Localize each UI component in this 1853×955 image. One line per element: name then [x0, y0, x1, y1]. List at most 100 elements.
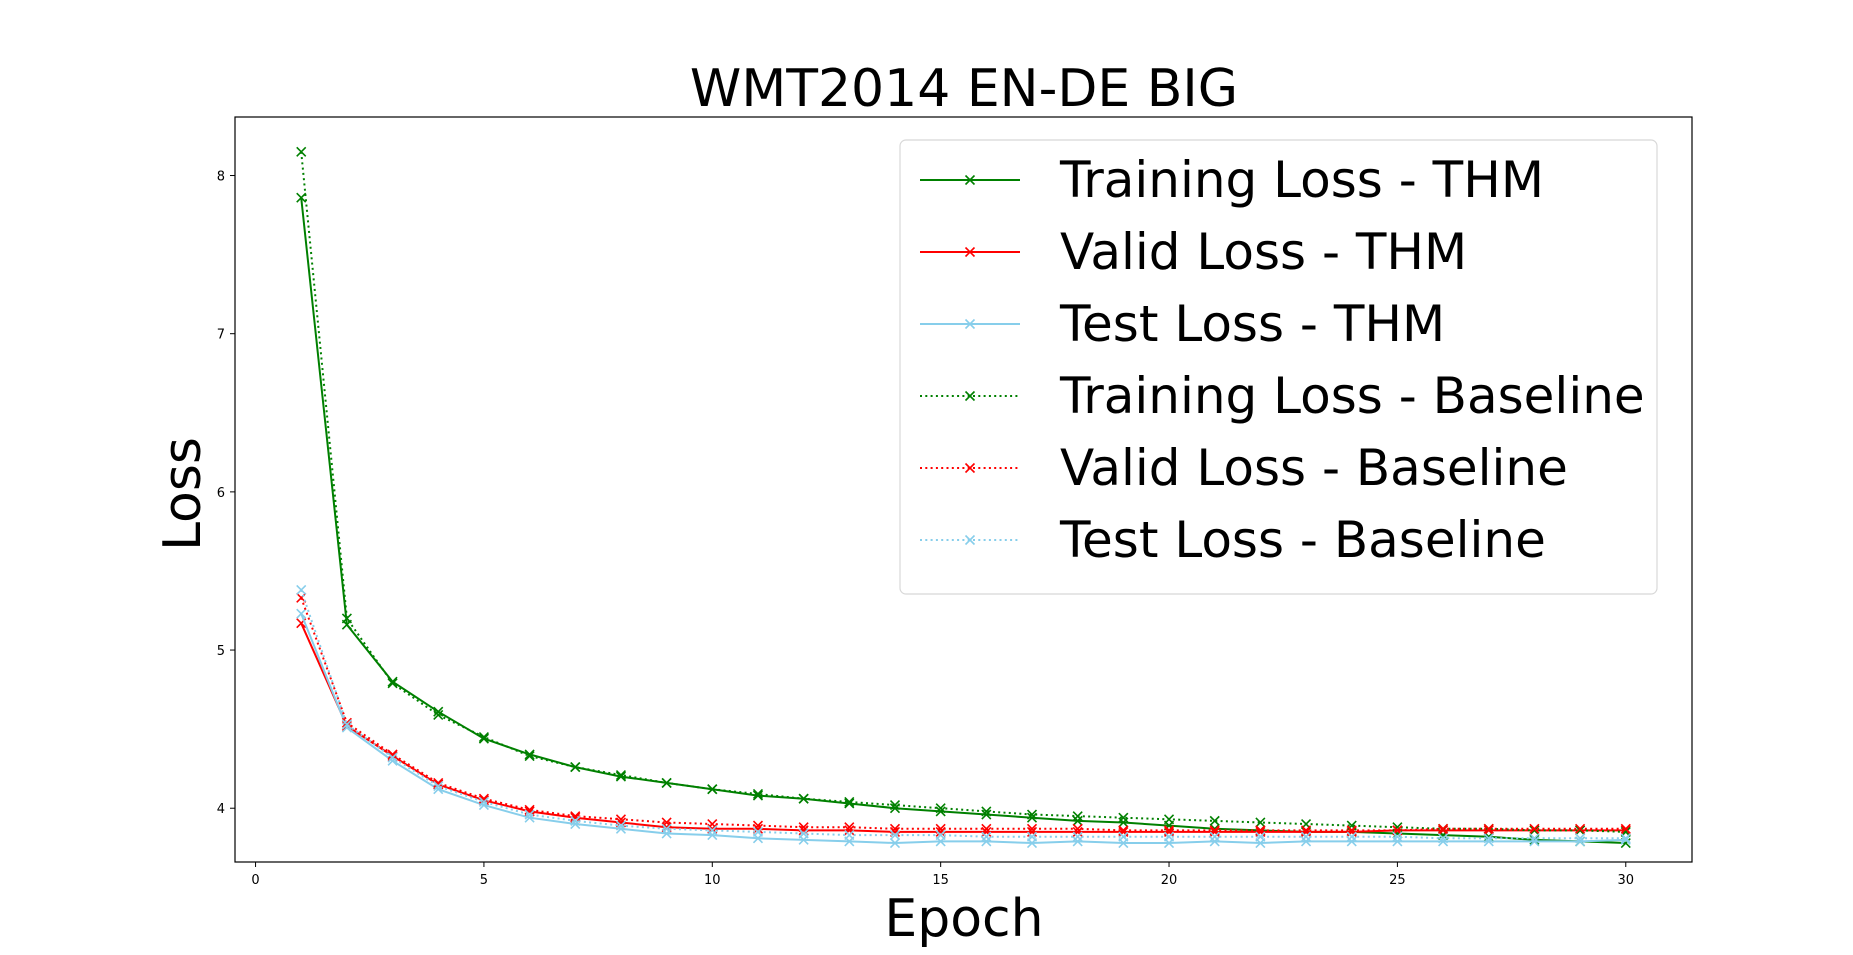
data-point: [524, 750, 535, 762]
data-point: [1026, 809, 1038, 820]
data-point: [889, 799, 901, 811]
legend-item: Test Loss - Baseline: [920, 511, 1546, 569]
data-point: [1255, 826, 1266, 838]
series-4: [296, 592, 1631, 836]
data-point: [935, 806, 946, 817]
data-point: [1026, 823, 1038, 834]
data-point: [1483, 833, 1494, 844]
data-point: [1255, 831, 1266, 842]
data-point: [341, 719, 352, 730]
data-point: [707, 825, 718, 836]
data-point: [798, 828, 809, 839]
legend-marker: [964, 534, 976, 546]
data-point: [296, 608, 307, 619]
data-point: [661, 828, 672, 839]
data-point: [1392, 831, 1403, 842]
data-point: [1483, 823, 1494, 834]
data-point: [1529, 834, 1540, 845]
axes: 0 5 10 15 20 25 30 4 5 6 7 8: [217, 116, 1693, 888]
data-point: [1163, 814, 1175, 825]
data-point: [1575, 836, 1586, 847]
data-point: [570, 815, 581, 826]
data-point: [341, 613, 352, 624]
legend-label: Test Loss - THM: [1059, 295, 1445, 353]
legend-label: Training Loss - THM: [1059, 151, 1544, 209]
x-axis-label: Epoch: [884, 889, 1043, 949]
data-point: [752, 790, 764, 801]
data-point: [844, 822, 855, 833]
legend-marker: [964, 390, 976, 402]
data-point: [1529, 833, 1540, 844]
data-point: [1438, 836, 1449, 847]
data-point: [1255, 817, 1266, 828]
data-point: [433, 781, 444, 792]
data-point: [1438, 823, 1449, 834]
series-line: [300, 151, 1626, 833]
data-point: [1483, 825, 1494, 836]
data-point: [1300, 831, 1312, 842]
data-point: [524, 749, 535, 760]
legend-label: Test Loss - Baseline: [1059, 511, 1546, 569]
data-point: [433, 777, 444, 788]
legend-item: Test Loss - THM: [920, 295, 1445, 353]
data-point: [1026, 831, 1038, 842]
data-point: [981, 826, 992, 838]
legend-marker: [964, 246, 976, 258]
series-2: [296, 608, 1631, 849]
y-tick-label: 6: [217, 486, 225, 501]
legend-item: Valid Loss - THM: [920, 223, 1467, 281]
y-tick-label: 7: [217, 328, 225, 343]
data-point: [1118, 826, 1129, 838]
data-point: [981, 806, 992, 817]
legend-box: [899, 139, 1658, 595]
data-point: [1620, 833, 1631, 844]
data-point: [1072, 831, 1083, 842]
data-point: [981, 823, 992, 834]
chart-title: WMT2014 EN-DE BIG: [690, 59, 1238, 119]
data-point: [341, 722, 352, 733]
x-tick-label: 5: [480, 873, 488, 888]
legend-marker: [964, 318, 976, 330]
data-point: [1438, 833, 1449, 844]
data-point: [935, 830, 946, 841]
data-point: [1438, 825, 1449, 836]
legend-item: Valid Loss - Baseline: [920, 439, 1568, 497]
data-point: [844, 825, 855, 836]
data-point: [615, 771, 627, 782]
data-point: [752, 788, 764, 800]
plot-frame: [234, 116, 1693, 863]
data-point: [1620, 825, 1631, 836]
data-point: [1209, 836, 1220, 847]
legend-item: Training Loss - THM: [920, 151, 1544, 209]
data-point: [981, 831, 992, 842]
data-point: [1300, 836, 1312, 847]
data-point: [570, 811, 581, 822]
legend-label: Valid Loss - Baseline: [1060, 439, 1568, 497]
data-point: [1209, 826, 1220, 838]
data-point: [1118, 817, 1129, 828]
y-axis-label: Loss: [153, 437, 213, 551]
data-point: [1392, 836, 1403, 847]
data-point: [387, 678, 398, 689]
data-point: [1118, 812, 1129, 823]
data-point: [844, 798, 855, 809]
y-tick-label: 4: [217, 802, 225, 817]
series-line: [300, 622, 1626, 833]
data-point: [570, 818, 581, 830]
x-tick-label: 10: [704, 873, 721, 888]
data-point: [341, 717, 352, 728]
data-point: [889, 830, 901, 841]
data-point: [1529, 823, 1540, 834]
x-tick-label: 15: [932, 873, 949, 888]
data-point: [844, 796, 855, 807]
data-point: [296, 146, 307, 157]
data-point: [1209, 815, 1220, 826]
data-point: [844, 830, 855, 841]
data-point: [1072, 811, 1083, 822]
data-point: [296, 192, 307, 203]
series-line: [300, 589, 1626, 840]
x-tick-label: 20: [1161, 873, 1178, 888]
data-point: [478, 733, 489, 744]
series-5: [296, 584, 1631, 844]
data-point: [935, 803, 946, 814]
